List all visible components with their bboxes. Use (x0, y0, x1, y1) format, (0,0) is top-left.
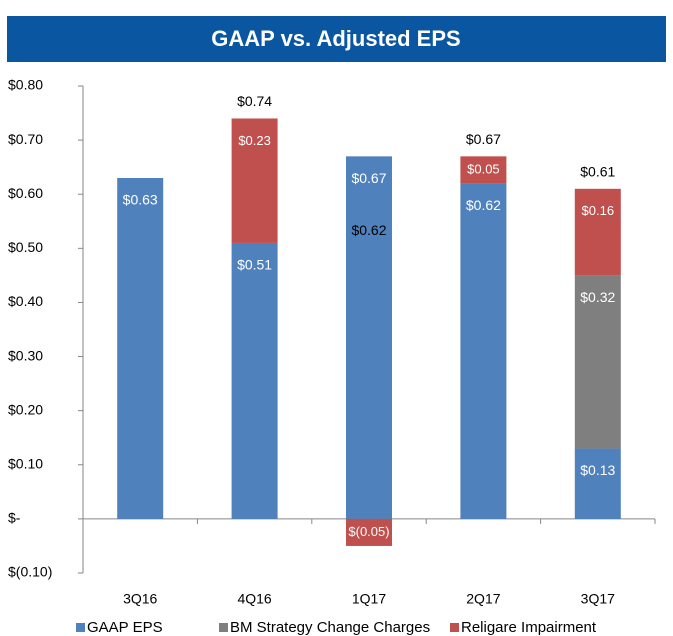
data-label: $0.23 (238, 133, 271, 148)
x-tick-label: 2Q17 (466, 591, 500, 607)
data-label: $0.63 (123, 192, 158, 208)
total-label: $0.74 (237, 93, 272, 109)
data-label: $0.67 (351, 170, 386, 186)
legend-label: BM Strategy Change Charges (230, 619, 430, 636)
bar-segment (574, 448, 621, 519)
data-label: $0.32 (580, 289, 615, 305)
chart-title: GAAP vs. Adjusted EPS (211, 26, 460, 51)
y-tick-label: $0.20 (8, 401, 43, 417)
y-tick-label: $- (8, 510, 21, 526)
legend-swatch (219, 623, 228, 632)
bar-segment (574, 275, 621, 449)
legend-swatch (76, 623, 85, 632)
y-tick-label: $(0.10) (8, 564, 52, 580)
total-label: $0.61 (580, 164, 615, 180)
bar-segment (117, 177, 164, 519)
y-tick-label: $0.70 (8, 131, 43, 147)
bar-segment (346, 518, 392, 546)
bar-segment (346, 156, 392, 519)
y-tick-label: $0.80 (8, 77, 43, 93)
bar-segment (460, 156, 507, 184)
data-label: $0.51 (237, 257, 272, 273)
y-tick-label: $0.30 (8, 347, 43, 363)
bar-segment (231, 242, 278, 519)
total-label: $0.67 (466, 131, 501, 147)
data-label: $0.62 (466, 197, 501, 213)
data-label: $(0.05) (348, 524, 389, 539)
legend-label: GAAP EPS (87, 619, 163, 636)
y-tick-label: $0.50 (8, 239, 43, 255)
total-label: $0.62 (351, 222, 386, 238)
y-tick-label: $0.40 (8, 293, 43, 309)
x-tick-label: 4Q16 (237, 591, 271, 607)
bar-segment (231, 118, 278, 243)
legend-swatch (450, 623, 459, 632)
data-label: $0.05 (467, 161, 500, 176)
data-label: $0.16 (582, 203, 615, 218)
y-tick-label: $0.10 (8, 455, 43, 471)
data-label: $0.13 (580, 462, 615, 478)
y-tick-label: $0.60 (8, 185, 43, 201)
bar-segment (574, 188, 621, 276)
bar-segment (460, 183, 507, 519)
x-tick-label: 3Q17 (581, 591, 615, 607)
x-tick-label: 3Q16 (123, 591, 157, 607)
title-banner (7, 16, 666, 62)
legend-label: Religare Impairment (461, 619, 597, 636)
x-tick-label: 1Q17 (352, 591, 386, 607)
